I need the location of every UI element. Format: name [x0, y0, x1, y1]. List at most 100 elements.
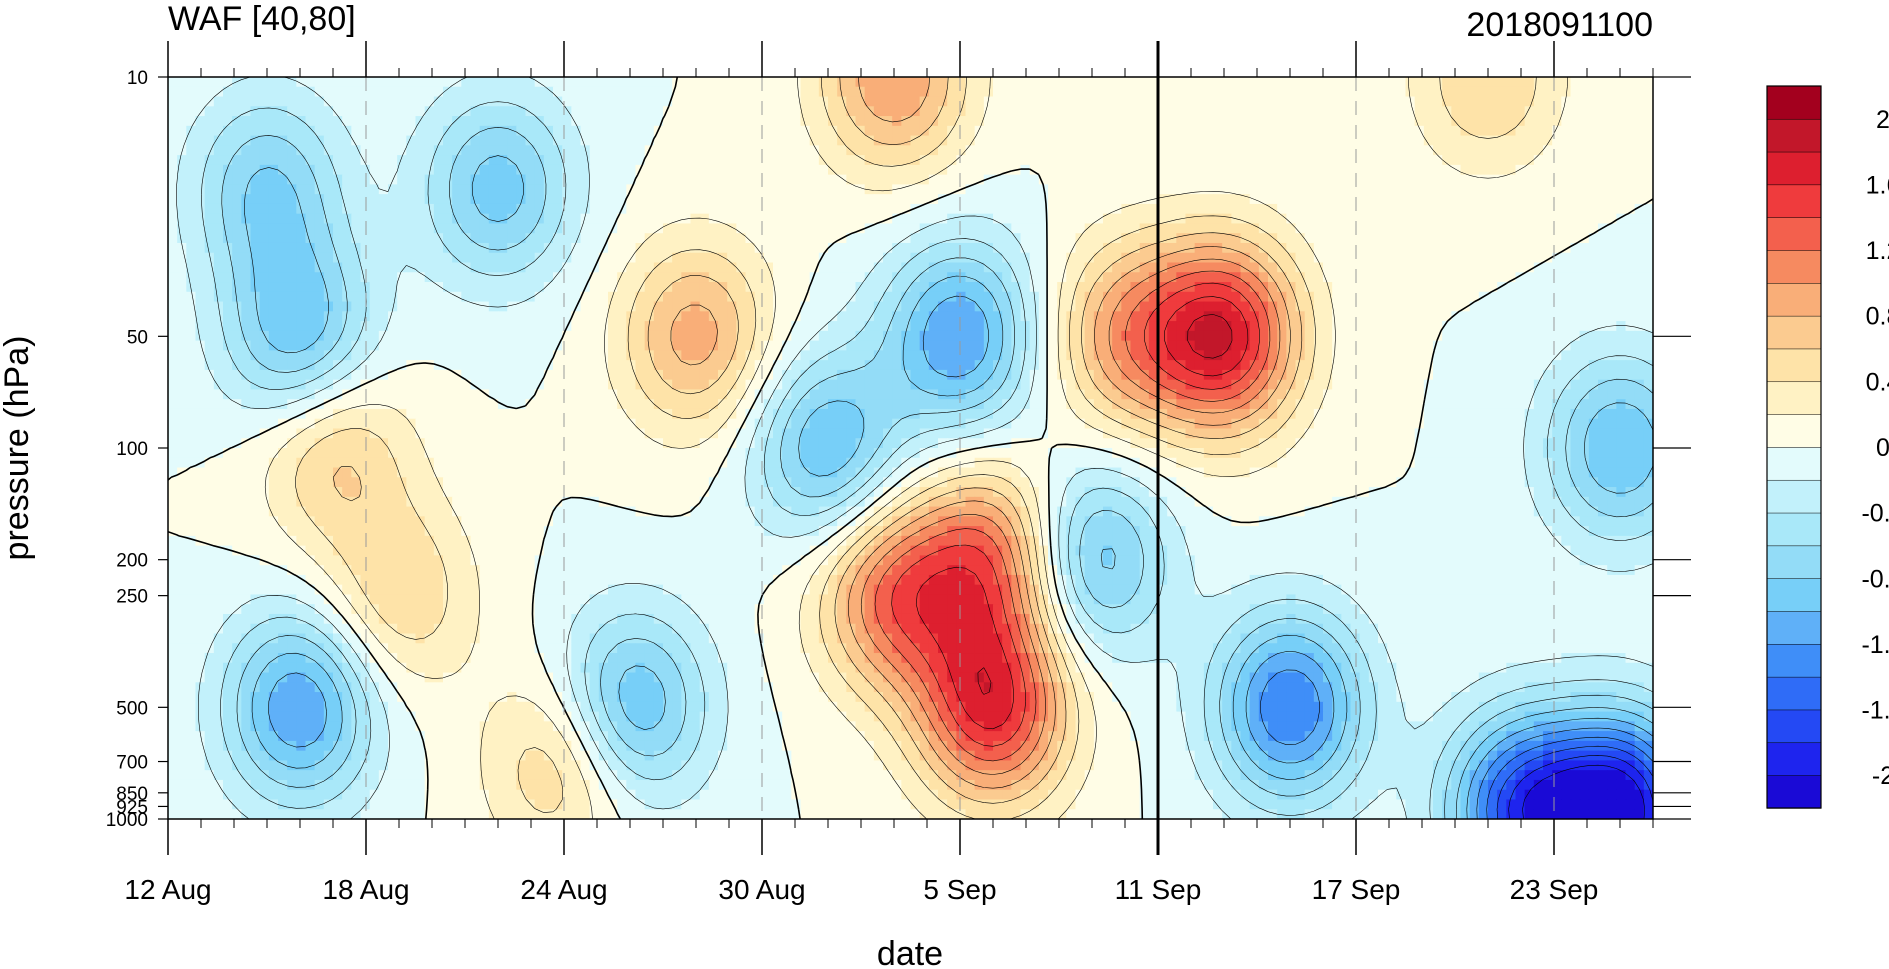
contour-cell	[534, 125, 545, 137]
contour-cell	[818, 321, 829, 332]
contour-cell	[397, 213, 407, 225]
contour-cell	[1323, 340, 1333, 351]
contour-cell	[333, 301, 343, 312]
contour-cell	[1167, 174, 1177, 185]
contour-cell	[1414, 125, 1425, 137]
contour-cell	[1368, 86, 1379, 98]
contour-cell	[268, 145, 279, 156]
contour-cell	[1341, 360, 1352, 371]
contour-cell	[837, 116, 847, 127]
contour-cell	[1469, 233, 1480, 244]
contour-cell	[727, 155, 737, 166]
contour-cell	[938, 252, 948, 264]
contour-cell	[1451, 360, 1462, 371]
contour-cell	[626, 301, 637, 312]
chart-title-right: 2018091100	[1466, 6, 1653, 44]
contour-cell	[993, 145, 1003, 156]
contour-cell	[580, 86, 591, 98]
contour-cell	[232, 282, 242, 293]
contour-cell	[342, 223, 352, 234]
contour-cell	[1139, 340, 1150, 351]
contour-cell	[1222, 272, 1232, 283]
contour-cell	[1442, 174, 1452, 185]
contour-cell	[259, 174, 270, 185]
contour-cell	[947, 252, 957, 264]
contour-cell	[498, 262, 508, 273]
contour-cell	[1158, 301, 1168, 312]
contour-cell	[1634, 213, 1645, 225]
contour-cell	[763, 213, 774, 225]
contour-cell	[424, 116, 435, 127]
contour-cell	[360, 213, 371, 225]
contour-cell	[910, 203, 921, 215]
contour-cell	[1222, 223, 1232, 234]
contour-cell	[1029, 301, 1040, 312]
contour-cell	[1313, 77, 1324, 88]
contour-cell	[498, 174, 508, 185]
contour-cell	[1277, 330, 1287, 342]
contour-cell	[369, 262, 380, 273]
contour-cell	[1634, 321, 1645, 332]
contour-cell	[333, 155, 343, 166]
contour-cell	[1203, 360, 1214, 371]
contour-cell	[1148, 340, 1159, 351]
contour-cell	[828, 145, 838, 156]
contour-cell	[1002, 164, 1012, 176]
contour-cell	[745, 360, 756, 371]
contour-cell	[388, 360, 398, 371]
contour-cell	[928, 96, 939, 107]
contour-cell	[1066, 369, 1077, 381]
contour-cell	[250, 282, 261, 293]
contour-cell	[1029, 340, 1040, 351]
contour-cell	[571, 340, 582, 351]
contour-cell	[1442, 194, 1452, 205]
contour-cell	[314, 360, 325, 371]
contour-cell	[1084, 350, 1095, 361]
contour-cell	[626, 106, 637, 117]
contour-cell	[919, 340, 930, 351]
contour-cell	[232, 242, 242, 254]
contour-cell	[1222, 106, 1232, 117]
contour-cell	[259, 330, 270, 342]
contour-cell	[1167, 86, 1177, 98]
contour-cell	[241, 233, 252, 244]
contour-cell	[1158, 135, 1168, 146]
contour-cell	[1313, 350, 1324, 361]
contour-cell	[424, 291, 435, 303]
contour-cell	[278, 321, 288, 332]
contour-cell	[1423, 350, 1434, 361]
contour-cell	[580, 135, 591, 146]
contour-cell	[1378, 291, 1388, 303]
contour-cell	[534, 164, 545, 176]
contour-cell	[278, 135, 288, 146]
contour-cell	[1543, 164, 1553, 176]
contour-cell	[864, 106, 875, 117]
contour-cell	[598, 155, 609, 166]
contour-cell	[1588, 340, 1599, 351]
contour-cell	[1423, 291, 1434, 303]
contour-cell	[699, 272, 710, 283]
contour-cell	[617, 291, 627, 303]
contour-cell	[1378, 86, 1388, 98]
contour-cell	[1625, 135, 1636, 146]
contour-cell	[672, 369, 682, 381]
contour-cell	[1148, 330, 1159, 342]
contour-cell	[974, 233, 985, 244]
contour-cell	[1194, 369, 1205, 381]
contour-cell	[763, 96, 774, 107]
contour-cell	[983, 77, 994, 88]
contour-cell	[1524, 272, 1535, 283]
contour-cell	[947, 340, 957, 351]
contour-cell	[525, 360, 536, 371]
contour-cell	[241, 350, 252, 361]
contour-cell	[333, 311, 343, 322]
contour-cell	[452, 145, 462, 156]
contour-cell	[543, 155, 554, 166]
contour-cell	[543, 223, 554, 234]
contour-cell	[846, 77, 857, 88]
contour-cell	[1341, 223, 1352, 234]
contour-cell	[1121, 77, 1132, 88]
contour-cell	[406, 282, 417, 293]
contour-cell	[342, 174, 352, 185]
contour-cell	[965, 311, 976, 322]
